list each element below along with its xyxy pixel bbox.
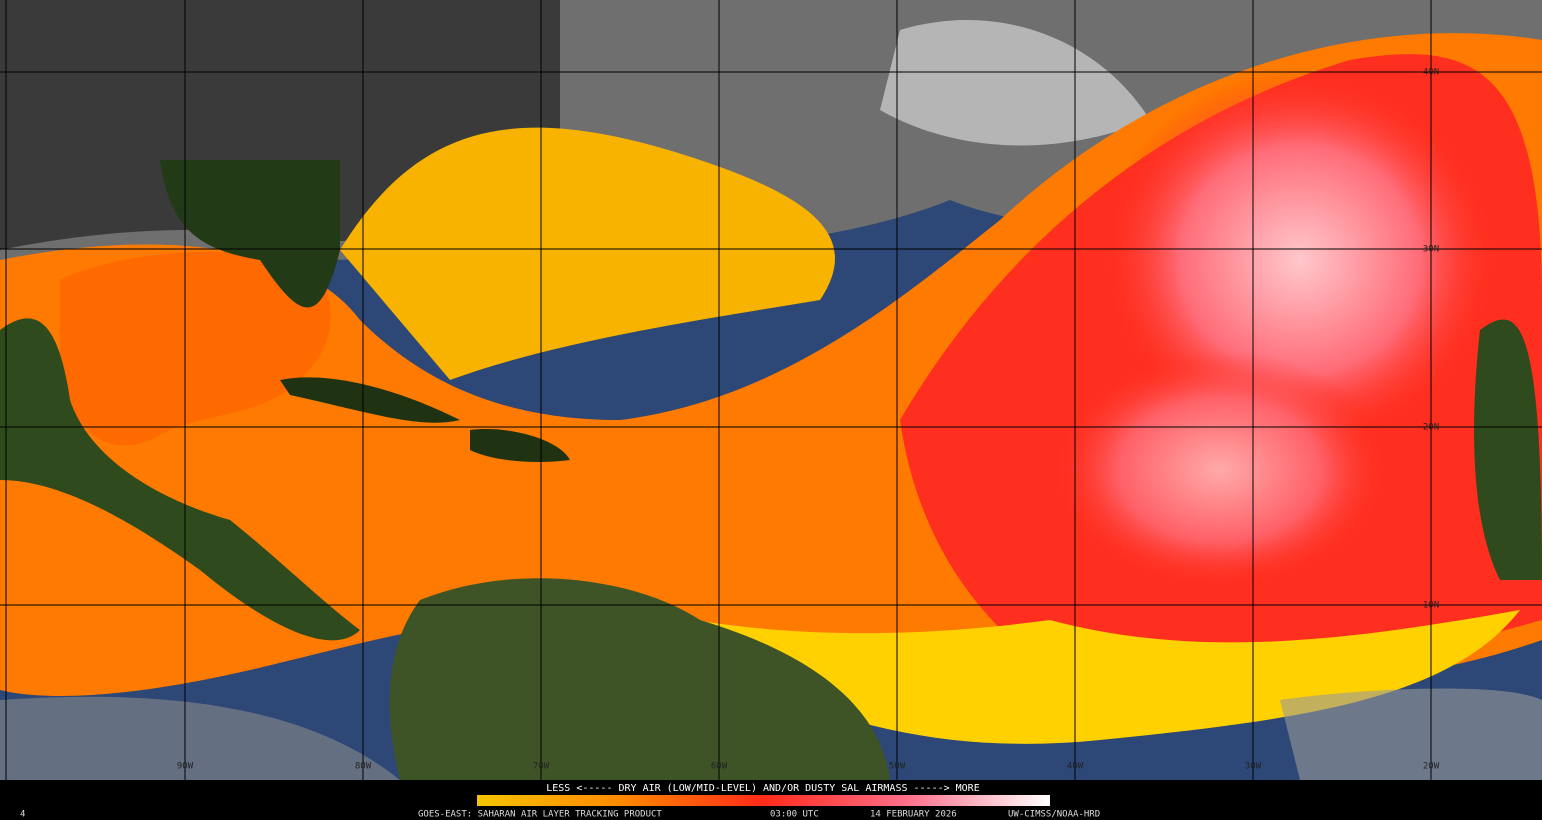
corner-mark: 4 [20,810,25,820]
longitude-label: 40W [1067,762,1084,772]
longitude-label: 50W [889,762,906,772]
latitude-label: 30N [1423,245,1439,255]
longitude-label: 90W [177,762,194,772]
graticule [0,0,1542,780]
latitude-label: 40N [1423,68,1439,78]
longitude-label: 30W [1245,762,1262,772]
product-name: GOES-EAST: SAHARAN AIR LAYER TRACKING PR… [418,810,662,820]
imagery [0,0,1542,780]
longitude-label: 80W [355,762,372,772]
longitude-label: 70W [533,762,550,772]
longitude-label: 60W [711,762,728,772]
graticule-labels: 90W 80W 70W 60W 50W 40W 30W 20W 40N 30N 20N 10N [177,68,1440,772]
color-scale [477,795,1050,806]
latitude-label: 20N [1423,423,1439,433]
longitude-label: 20W [1423,762,1440,772]
time: 03:00 UTC [770,810,819,820]
date: 14 FEBRUARY 2026 [870,810,957,820]
credit: UW-CIMSS/NOAA-HRD [1008,810,1100,820]
legend-caption: LESS <----- DRY AIR (LOW/MID-LEVEL) AND/… [546,783,979,794]
latitude-label: 10N [1423,601,1439,611]
